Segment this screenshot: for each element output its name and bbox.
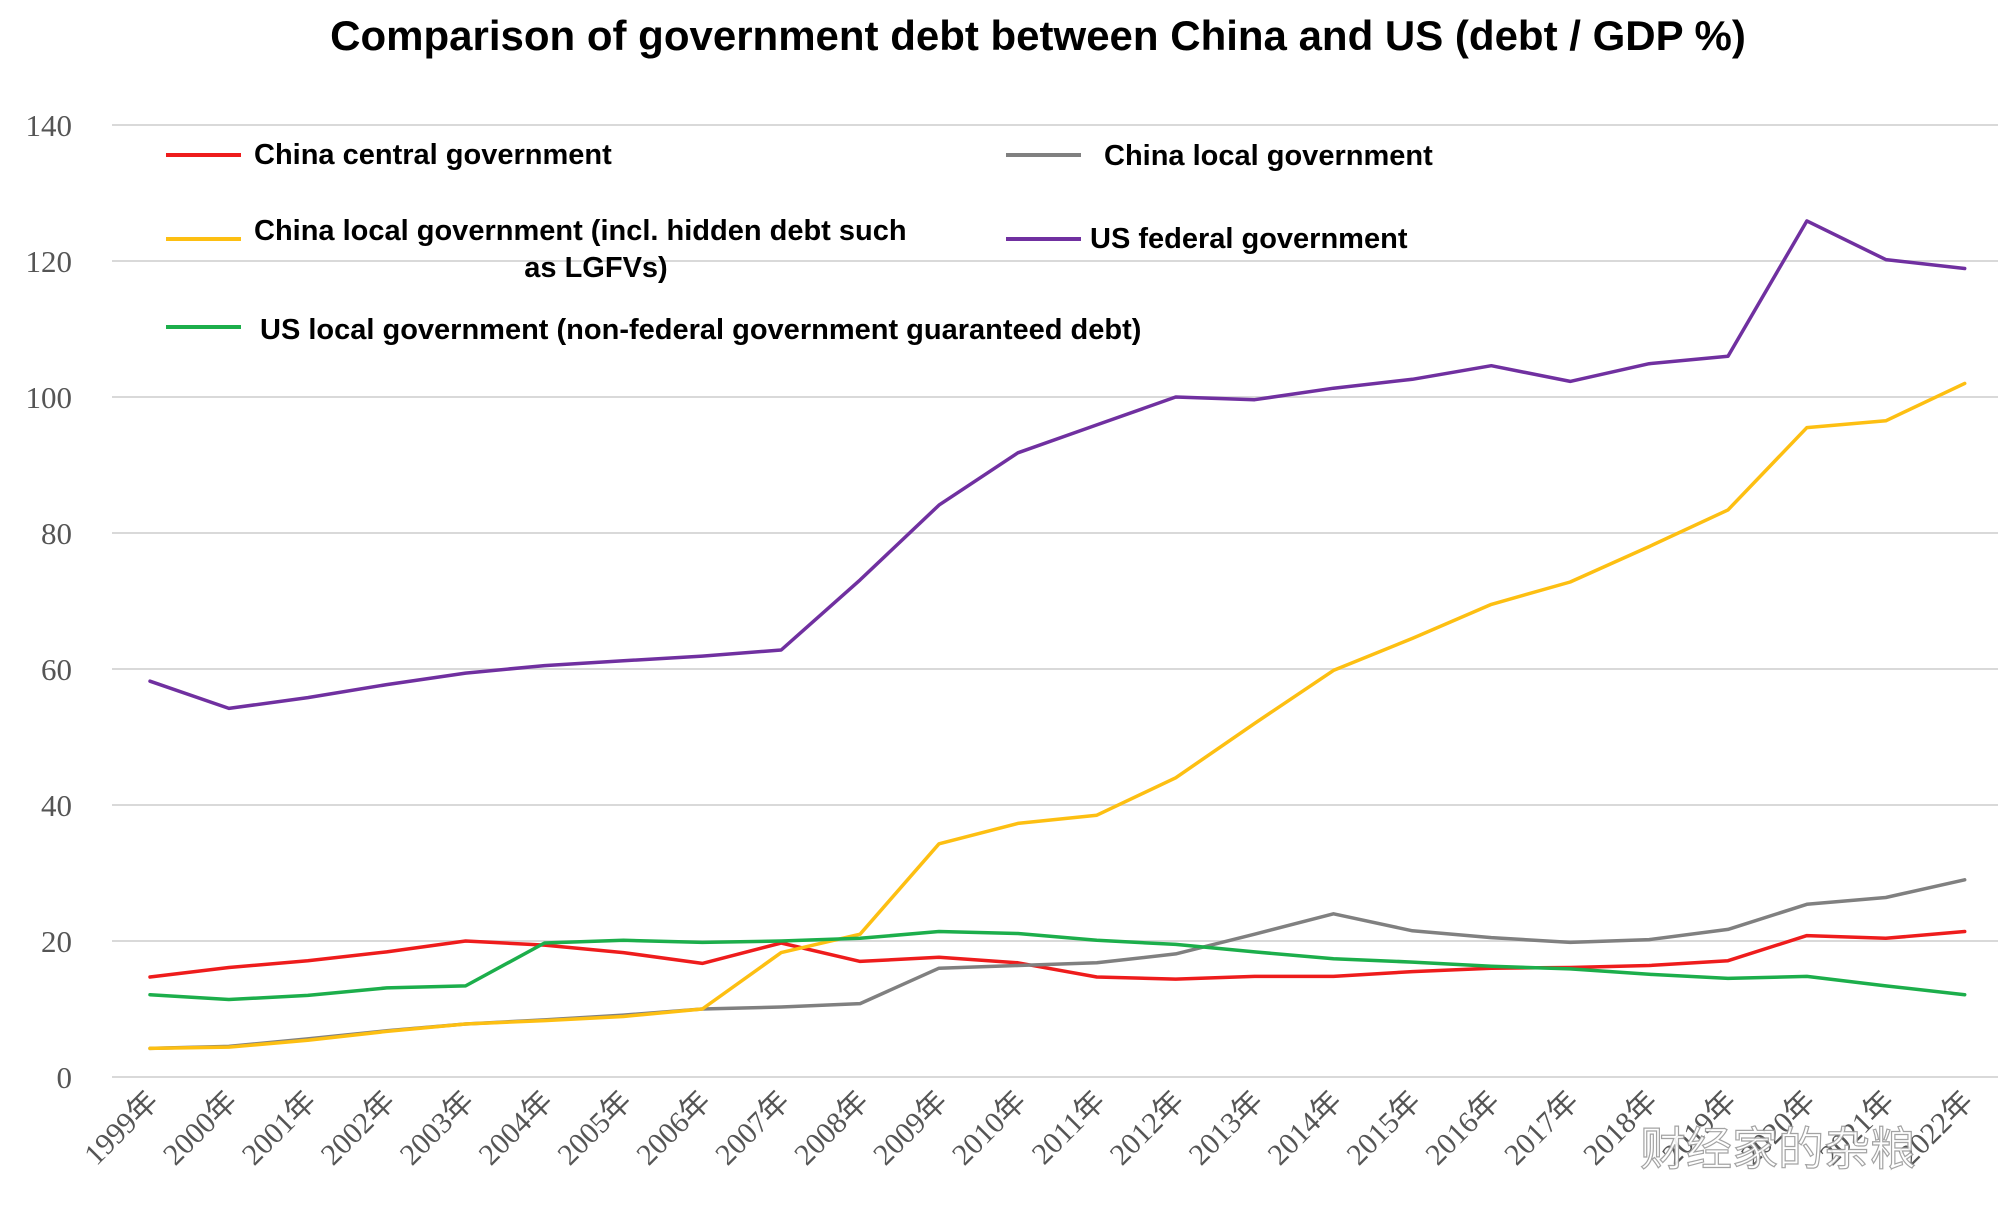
x-tick-label: 2005年	[551, 1085, 638, 1172]
legend-label: China local government	[1104, 140, 1433, 172]
x-tick-label: 2014年	[1261, 1085, 1348, 1172]
x-tick-label: 2000年	[157, 1085, 244, 1172]
legend-label: US federal government	[1090, 223, 1408, 255]
legend-label: China central government	[254, 139, 612, 171]
chart-title: Comparison of government debt between Ch…	[330, 12, 1746, 59]
x-tick-label: 2015年	[1340, 1085, 1427, 1172]
y-axis-tick-labels: 0 20 40 60 80 100 120 140	[26, 108, 73, 1095]
x-tick-label: 2004年	[472, 1085, 559, 1172]
watermark: 财经家的杂粮	[1640, 1122, 1916, 1176]
x-tick-label: 2002年	[315, 1085, 402, 1172]
series-lines	[148, 219, 1967, 1051]
x-tick-label: 2001年	[236, 1085, 323, 1172]
y-tick-label: 0	[57, 1060, 73, 1095]
y-tick-label: 120	[26, 244, 73, 279]
y-tick-label: 40	[41, 788, 72, 823]
x-tick-label: 2008年	[788, 1085, 875, 1172]
y-tick-label: 20	[41, 924, 72, 959]
x-tick-label: 2012年	[1104, 1085, 1191, 1172]
y-tick-label: 60	[41, 652, 72, 687]
x-tick-label: 2011年	[1026, 1085, 1112, 1171]
series-line-3	[148, 219, 1967, 711]
x-tick-label: 2013年	[1183, 1085, 1270, 1172]
x-tick-label: 2009年	[867, 1085, 954, 1172]
y-tick-label: 80	[41, 516, 72, 551]
y-tick-label: 140	[26, 108, 73, 143]
legend: China central government China local gove…	[166, 139, 1433, 346]
legend-label: China local government (incl. hidden deb…	[254, 215, 907, 284]
x-tick-label: 2010年	[946, 1085, 1033, 1172]
x-tick-label: 1999年	[78, 1085, 165, 1172]
x-tick-label: 2016年	[1419, 1085, 1506, 1172]
x-tick-label: 2017年	[1498, 1085, 1585, 1172]
legend-label: US local government (non-federal governm…	[260, 314, 1141, 346]
x-tick-label: 2007年	[709, 1085, 796, 1172]
series-line-0	[148, 929, 1967, 981]
gridlines	[112, 124, 1998, 1078]
series-line-2	[148, 381, 1967, 1051]
x-tick-label: 2003年	[394, 1085, 481, 1172]
series-line-4	[148, 929, 1967, 1002]
y-tick-label: 100	[26, 380, 73, 415]
x-tick-label: 2006年	[630, 1085, 717, 1172]
